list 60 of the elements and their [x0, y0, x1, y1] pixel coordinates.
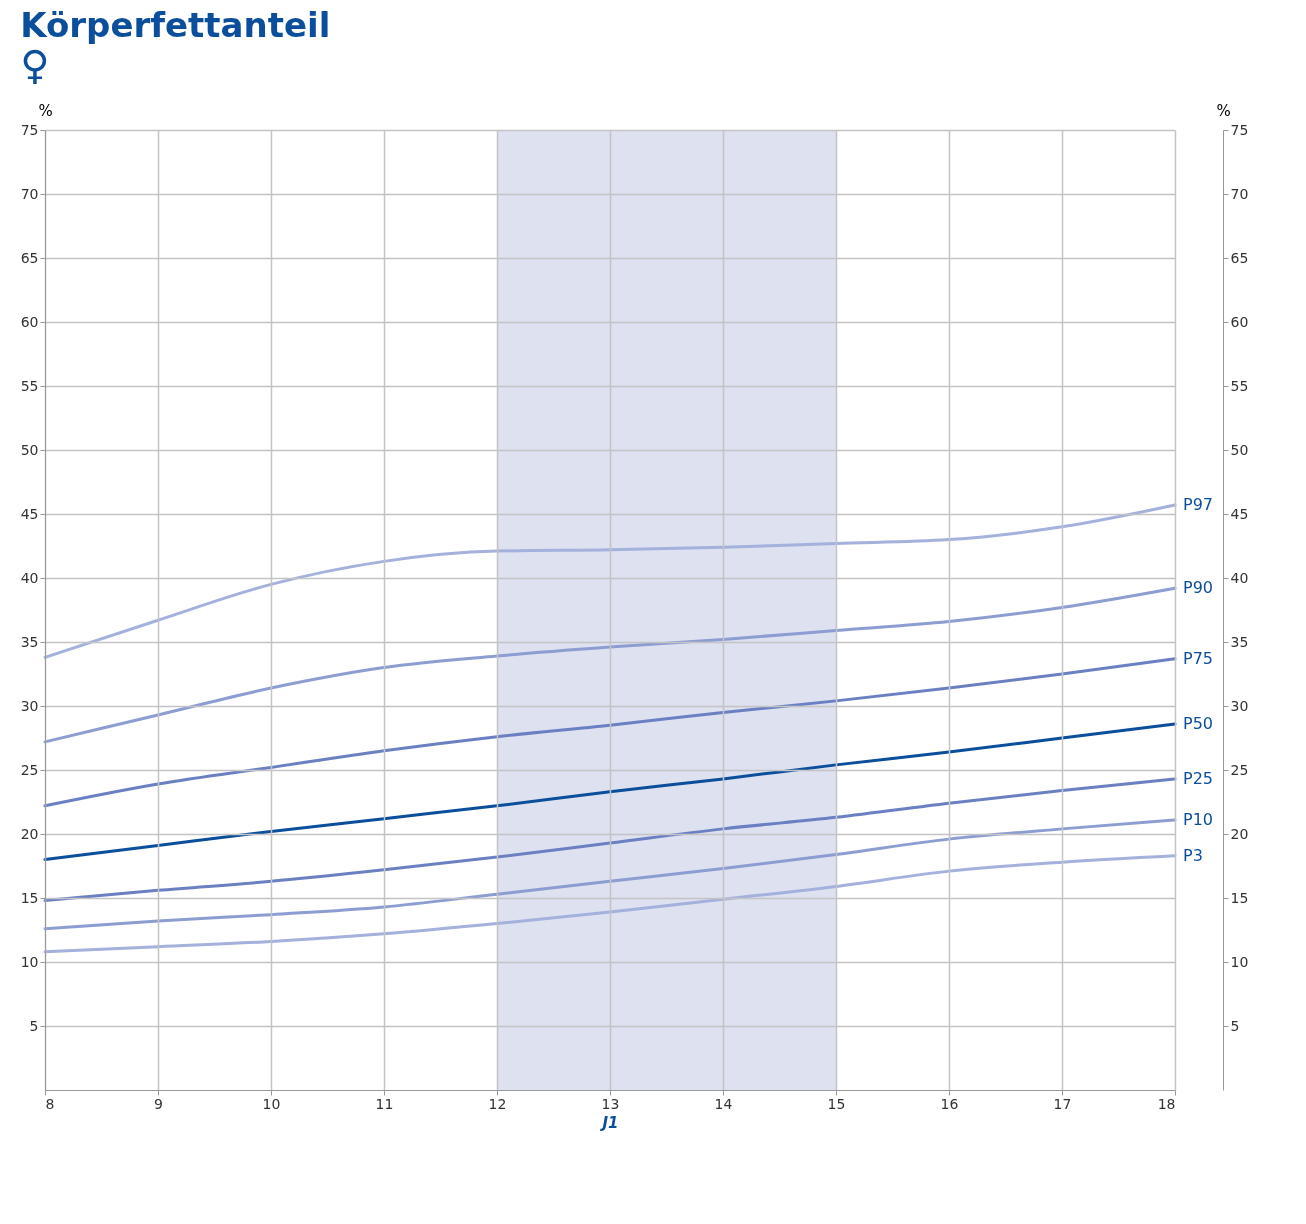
y2-tick-label: 15 — [1230, 889, 1249, 906]
line-series — [43, 503, 1177, 659]
x-tick-label: 10 — [262, 1095, 281, 1112]
y-tick-label: 20 — [20, 825, 39, 842]
series-label: P3 — [1183, 845, 1203, 865]
x-tick-label: 16 — [940, 1095, 959, 1112]
y-tick-label: 40 — [20, 569, 39, 586]
y2-tick-label: 55 — [1230, 377, 1249, 394]
y2-tick-label: 45 — [1230, 505, 1249, 522]
y2-tick-label: 40 — [1230, 569, 1249, 586]
series-label: P90 — [1183, 578, 1214, 598]
y-tick-label: 45 — [20, 505, 39, 522]
line-series — [43, 818, 1177, 931]
y-tick-label: 55 — [20, 377, 39, 394]
series-label: P25 — [1183, 768, 1214, 788]
line-series — [43, 586, 1177, 744]
x-tick-label: 11 — [375, 1095, 394, 1112]
series-label: P75 — [1183, 648, 1214, 668]
x-tick-label: 14 — [714, 1095, 733, 1112]
y2-tick-label: 50 — [1230, 441, 1249, 458]
y2-axis-title: % — [1216, 101, 1231, 120]
series-label: P97 — [1183, 495, 1214, 515]
x-tick-label: 18 — [1157, 1095, 1176, 1112]
y-axis-title: % — [38, 101, 53, 120]
y-tick-label: 50 — [20, 441, 39, 458]
line-series — [43, 854, 1177, 954]
x-tick-label: 15 — [827, 1095, 846, 1112]
x-tick-label: 8 — [45, 1095, 55, 1112]
y2-tick-label: 35 — [1230, 633, 1249, 650]
line-series — [43, 777, 1177, 903]
y2-tick-label: 10 — [1230, 953, 1249, 970]
line-series — [43, 657, 1177, 808]
series-label: P50 — [1183, 713, 1214, 733]
x-tick-label: 9 — [154, 1095, 163, 1112]
y2-tick-label: 20 — [1230, 825, 1249, 842]
y2-tick-label: 65 — [1230, 249, 1249, 266]
y-tick-label: 75 — [20, 121, 39, 138]
series-label: P10 — [1183, 809, 1214, 829]
chart-subtitle: ♀ — [20, 42, 50, 88]
y-tick-label: 25 — [20, 761, 39, 778]
line-series — [43, 722, 1177, 862]
y2-tick-label: 75 — [1230, 121, 1249, 138]
y2-tick-label: 30 — [1230, 697, 1249, 714]
y-tick-label: 60 — [20, 313, 39, 330]
y2-tick-label: 25 — [1230, 761, 1249, 778]
chart-title: Körperfettanteil — [20, 5, 331, 45]
y2-tick-label: 60 — [1230, 313, 1249, 330]
y-tick-label: 35 — [20, 633, 39, 650]
y-tick-label: 70 — [20, 185, 39, 202]
x-tick-label: 13 — [601, 1095, 620, 1112]
y-tick-label: 15 — [20, 889, 39, 906]
y-tick-label: 30 — [20, 697, 39, 714]
y2-tick-label: 70 — [1230, 185, 1249, 202]
y-tick-label: 10 — [20, 953, 39, 970]
x-tick-label: 17 — [1053, 1095, 1072, 1112]
y2-tick-label: 5 — [1230, 1017, 1240, 1034]
x-tick-label: 12 — [488, 1095, 507, 1112]
x-axis-title: J1 — [599, 1113, 619, 1132]
y-tick-label: 65 — [20, 249, 39, 266]
y-tick-label: 5 — [29, 1017, 39, 1034]
